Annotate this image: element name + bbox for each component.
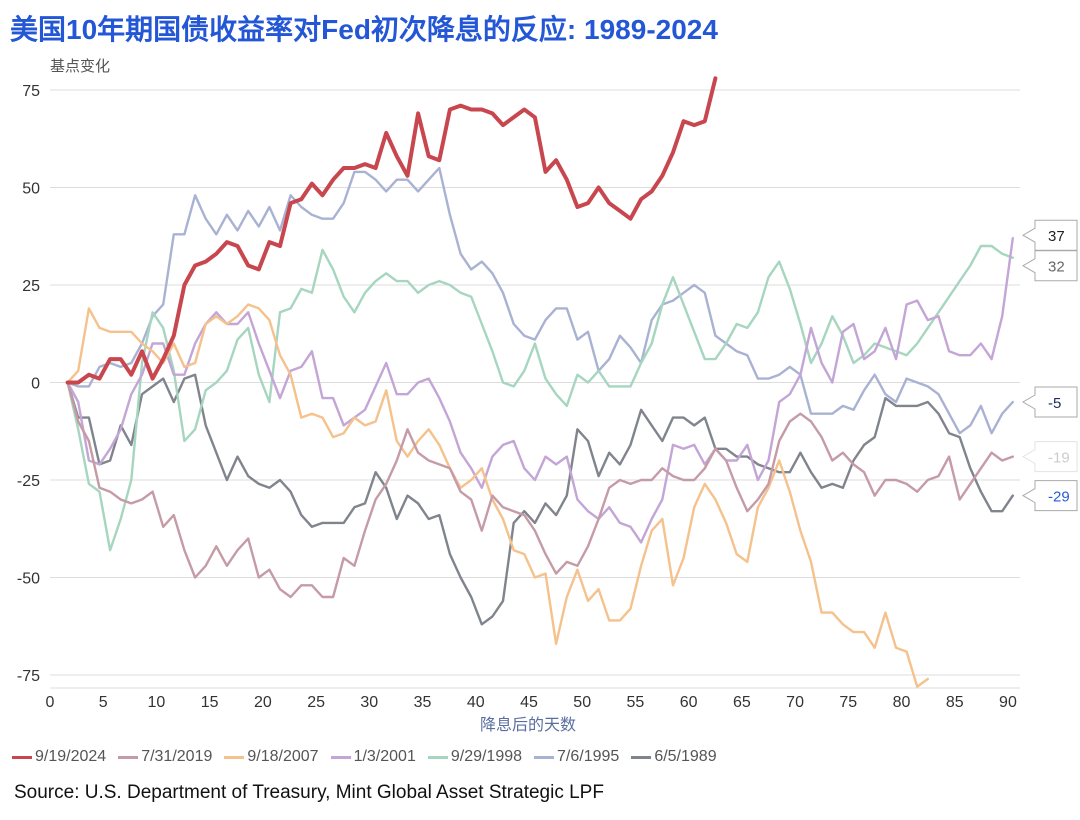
- legend-label: 6/5/1989: [654, 748, 717, 765]
- legend-label: 9/18/2007: [247, 748, 319, 765]
- x-axis-label: 降息后的天数: [480, 717, 577, 734]
- end-label-value: -5: [1048, 395, 1061, 412]
- y-tick-label: -50: [17, 571, 40, 588]
- series-line-9-19-2024: [65, 76, 718, 385]
- end-label-callout: [1022, 441, 1078, 473]
- x-tick-label: 50: [573, 694, 591, 711]
- series-line-6-5-1989: [66, 373, 1014, 626]
- x-tick-label: 70: [786, 694, 804, 711]
- end-label-callout: [1022, 386, 1078, 418]
- x-tick-label: 65: [733, 694, 751, 711]
- legend-item[interactable]: 9/29/1998: [427, 748, 523, 766]
- legend-swatch: [118, 755, 139, 759]
- y-tick-label: 25: [22, 278, 40, 295]
- x-tick-label: 35: [414, 694, 432, 711]
- x-tick-label: 10: [148, 694, 166, 711]
- legend-label: 9/19/2024: [35, 748, 107, 765]
- legend-label: 7/31/2019: [141, 748, 213, 765]
- legend-label: 7/6/1995: [557, 748, 620, 765]
- x-tick-label: 25: [307, 694, 325, 711]
- end-label-value: 32: [1048, 259, 1065, 276]
- legend-swatch: [427, 755, 448, 759]
- legend-swatch: [534, 755, 555, 759]
- series-line-7-6-1995: [66, 166, 1014, 435]
- legend-item[interactable]: 7/6/1995: [534, 748, 619, 766]
- x-tick-label: 0: [46, 694, 55, 711]
- end-label-value: -19: [1048, 450, 1070, 467]
- legend-label: 1/3/2001: [353, 748, 416, 765]
- x-tick-label: 20: [254, 694, 272, 711]
- x-tick-label: 75: [839, 694, 857, 711]
- legend-label: 9/29/1998: [450, 748, 523, 765]
- series-line-9-29-1998: [66, 244, 1014, 552]
- end-label-value: -29: [1048, 489, 1070, 506]
- legend-swatch: [224, 755, 245, 759]
- y-tick-label: -75: [17, 668, 40, 685]
- x-tick-label: 45: [520, 694, 538, 711]
- legend-item[interactable]: 7/31/2019: [118, 748, 212, 766]
- x-tick-label: 30: [360, 694, 378, 711]
- x-tick-label: 55: [627, 694, 645, 711]
- series-line-7-31-2019: [66, 381, 1014, 599]
- series-line-9-18-2007: [66, 303, 929, 688]
- y-tick-label: -25: [17, 473, 40, 490]
- legend-item[interactable]: 6/5/1989: [631, 748, 717, 766]
- y-tick-label: 50: [22, 181, 40, 198]
- series-line-1-3-2001: [66, 236, 1014, 544]
- legend-swatch: [631, 755, 652, 759]
- source-note: Source: U.S. Department of Treasury, Min…: [14, 782, 604, 803]
- x-tick-label: 5: [99, 694, 108, 711]
- y-axis-label: 基点变化: [50, 58, 111, 75]
- chart-title: 美国10年期国债收益率对Fed初次降息的反应: 1989-2024: [10, 14, 718, 45]
- x-tick-label: 85: [946, 694, 964, 711]
- end-label-value: 37: [1048, 228, 1065, 245]
- x-tick-label: 80: [893, 694, 911, 711]
- x-tick-label: 15: [201, 694, 219, 711]
- y-tick-label: 0: [31, 376, 40, 393]
- x-tick-label: 40: [467, 694, 485, 711]
- x-tick-label: 60: [680, 694, 698, 711]
- legend-item[interactable]: 1/3/2001: [330, 748, 416, 766]
- end-label-callout: [1022, 219, 1078, 251]
- legend-swatch: [12, 755, 32, 759]
- x-tick-label: 90: [999, 694, 1017, 711]
- y-tick-label: 75: [22, 83, 40, 100]
- end-label-callout: [1022, 250, 1078, 282]
- legend-swatch: [330, 755, 351, 759]
- legend: 9/19/2024 7/31/2019 9/18/2007 1/3/2001 9/29/…: [12, 748, 717, 766]
- end-label-callout: [1022, 480, 1078, 512]
- legend-item[interactable]: 9/18/2007: [224, 748, 319, 766]
- legend-item[interactable]: 9/19/2024: [12, 748, 106, 766]
